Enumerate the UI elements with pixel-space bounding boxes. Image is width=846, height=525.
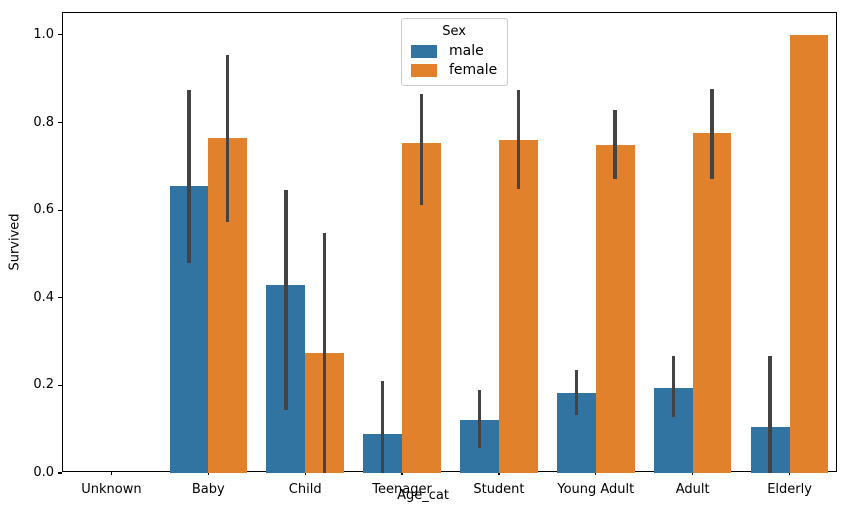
error-bar-male-adult [671, 356, 676, 417]
legend: Sex male female [401, 18, 509, 86]
x-tick-mark [595, 471, 597, 475]
x-tick-mark [207, 471, 209, 475]
x-tick-label-baby: Baby [191, 482, 225, 497]
x-tick-mark [110, 471, 113, 475]
bar-female-young-adult [595, 144, 635, 473]
error-bar-male-elderly [768, 356, 772, 473]
x-axis-label: Age_cat [397, 488, 449, 503]
error-bar-female-student [516, 89, 521, 190]
legend-swatch-male [411, 44, 437, 58]
x-tick-label-child: Child [288, 482, 322, 497]
bar-female-student [498, 139, 538, 473]
x-tick-label-teenager: Teenager [372, 482, 432, 497]
legend-label-male: male [449, 43, 484, 59]
y-tick-mark [58, 384, 62, 386]
y-tick-label: 1.0 [33, 26, 54, 42]
legend-item-female: female [411, 62, 497, 78]
bar-female-elderly [789, 34, 829, 473]
y-tick-label: 0.0 [33, 465, 54, 480]
legend-title: Sex [442, 24, 466, 39]
y-tick-label: 0.2 [33, 377, 54, 393]
x-tick-label-student: Student [473, 482, 525, 497]
x-tick-label-unknown: Unknown [81, 482, 142, 497]
x-tick-mark [401, 471, 403, 475]
error-bar-male-young-adult [574, 370, 579, 415]
y-tick-label: 0.4 [33, 289, 54, 305]
x-tick-mark [788, 471, 791, 475]
x-tick-label-elderly: Elderly [767, 482, 812, 497]
x-tick-mark [692, 471, 694, 475]
y-tick-mark [58, 209, 62, 211]
legend-label-female: female [449, 62, 498, 78]
y-tick-mark [58, 34, 62, 36]
legend-swatch-female [411, 63, 437, 77]
x-tick-mark [498, 471, 500, 475]
error-bar-female-young-adult [613, 109, 617, 180]
error-bar-female-adult [710, 88, 714, 179]
x-tick-mark [304, 471, 306, 475]
legend-item-male: male [411, 43, 497, 59]
error-bar-male-baby [187, 89, 191, 263]
error-bar-male-child [284, 190, 288, 411]
x-tick-label-young-adult: Young Adult [557, 482, 635, 497]
x-tick-label-adult: Adult [675, 482, 710, 497]
y-tick-mark [58, 121, 62, 124]
error-bar-male-student [477, 389, 482, 449]
y-tick-label: 0.8 [33, 114, 54, 130]
error-bar-female-teenager [419, 93, 424, 205]
plot-area: Sex male female 0.0 0.2 0.4 0.6 0.8 1.0 Unknow… [33, 12, 837, 497]
bar-female-adult [692, 133, 732, 473]
error-bar-female-baby [225, 54, 230, 222]
y-tick-mark [58, 297, 62, 299]
y-tick-mark [58, 472, 62, 474]
error-bar-female-child [322, 232, 327, 473]
error-bar-male-teenager [380, 381, 385, 473]
y-tick-label: 0.6 [33, 202, 54, 218]
